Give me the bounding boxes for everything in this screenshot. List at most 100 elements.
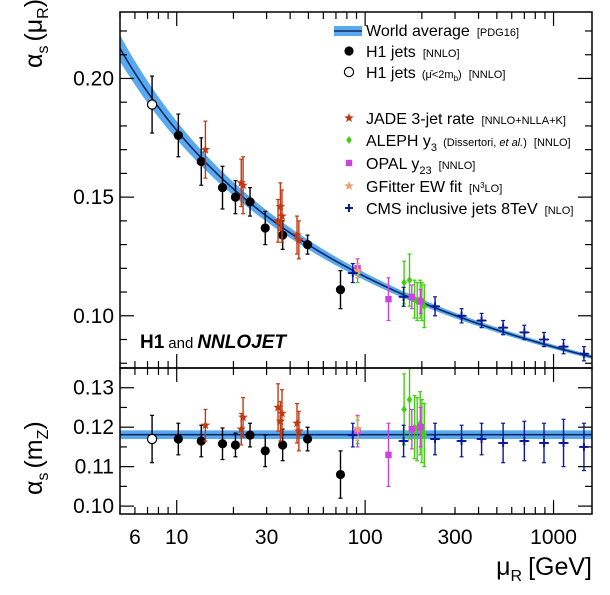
legend-text: GFitter EW fit [366, 179, 463, 196]
bottom-ylabel-paren: (m [20, 439, 48, 468]
opal-point [408, 425, 416, 433]
aleph-point [414, 425, 421, 434]
xlabel-sub: R [511, 568, 523, 585]
legend-label-opal: OPAL y23 [NNLO] [366, 156, 475, 177]
top-plot-frame [119, 11, 593, 369]
legend-tag: [NNLO+NLLA+K] [478, 115, 565, 127]
h1-point [173, 130, 183, 141]
aleph-point [406, 276, 413, 285]
legend-extra-tail: ) [523, 137, 527, 149]
y-tick-label: 0.12 [73, 416, 114, 439]
cms-point [520, 437, 529, 445]
legend-label-world: World average [PDG16] [366, 23, 519, 40]
y-tick-label: 0.10 [73, 305, 114, 328]
x-tick-labels: 6 10 30 100 300 1000 [129, 526, 577, 549]
aleph-point [406, 395, 413, 404]
jade-point [238, 412, 248, 422]
legend-label-jade: JADE 3-jet rate [NNLO+NLLA+K] [366, 111, 566, 128]
legend-marker-h1 [344, 46, 354, 56]
h1-point [302, 434, 313, 444]
h1open-point [146, 99, 158, 110]
legend-marker-opal [345, 159, 353, 167]
top-ylabel-paren: (μ [20, 19, 48, 42]
legend-extra: (Dissertori, [440, 137, 496, 149]
gfitter-point [352, 423, 363, 433]
annotation-h1-and-nnlojet: H1 and NNLOJET [140, 332, 287, 353]
legend-text: JADE 3-jet rate [366, 111, 475, 128]
h1-point [260, 223, 270, 233]
x-tick-label: 300 [438, 526, 473, 549]
legend-label-h1open: H1 jets (μ̄<2mb) [NNLO] [366, 65, 505, 83]
jade-point [277, 211, 287, 221]
opal-point [385, 295, 392, 303]
h1-point [335, 469, 346, 480]
legend-tag: [NNLO] [436, 160, 476, 172]
h1-point [278, 440, 288, 450]
aleph-point [401, 278, 407, 287]
cms-point [477, 316, 486, 325]
h1-point [260, 446, 270, 456]
top-y-ticks: 0.10 0.15 0.20 [73, 30, 592, 364]
world-average-band-shape [120, 35, 592, 359]
top-panel: 0.10 0.15 0.20 World average [PDG16] H1 jet… [20, 0, 593, 369]
cms-point [348, 269, 357, 278]
annotation-middle: and [168, 335, 193, 352]
bottom-x-ticks [119, 368, 555, 514]
cms-point [399, 437, 408, 445]
cms-point [579, 349, 588, 358]
legend-label-aleph: ALEPH y3 (Dissertori, et al.) [NNLO] [366, 133, 571, 154]
jade-point [236, 177, 246, 187]
jade-point [200, 144, 211, 154]
cms-point [399, 292, 408, 301]
h1-point [217, 183, 228, 193]
legend-extra: (μ̄<2m [419, 69, 454, 81]
cms-point [431, 302, 440, 311]
h1-point [196, 436, 206, 446]
y-tick-label: 0.11 [75, 456, 114, 479]
h1-point [302, 239, 313, 250]
legend-text: H1 jets [366, 44, 416, 61]
bottom-panel: 0.100.110.120.13 αs(mZ) [20, 367, 593, 518]
legend-extra-sub: b [454, 74, 459, 83]
legend-label-h1: H1 jets [NNLO] [366, 44, 460, 61]
cms-point [457, 311, 466, 320]
opal-point [417, 298, 424, 305]
jade-point [275, 416, 286, 426]
legend-tag: [NNLO] [420, 48, 460, 60]
legend-marker-gfitter [344, 181, 354, 190]
x-tick-label: 1000 [530, 526, 577, 549]
annotation-prefix: H1 [140, 332, 165, 353]
top-x-ticks [119, 12, 555, 368]
h1-point [245, 197, 255, 207]
jade-point [236, 424, 246, 434]
opal-point [385, 451, 392, 459]
bottom-plot-frame [119, 367, 593, 515]
top-ylabel-paren-sub: R [35, 7, 52, 19]
legend-tag: [N [466, 183, 480, 195]
y-tick-label: 0.15 [73, 186, 114, 209]
jade-point [292, 230, 302, 240]
aleph-point [414, 297, 421, 306]
h1-point [173, 434, 183, 444]
legend-text: World average [366, 23, 470, 40]
bottom-ylabel-alpha: α [20, 481, 48, 495]
h1-point [230, 192, 241, 202]
h1-point [217, 439, 228, 449]
cms-point [457, 437, 466, 445]
h1-point [196, 156, 206, 167]
bottom-data-points [146, 368, 589, 499]
legend-sub: 3 [431, 142, 437, 154]
cms-point [348, 431, 357, 440]
jade-point [294, 426, 304, 436]
legend-tag: [NNLO] [531, 137, 571, 149]
legend-extra-italic: et al. [496, 137, 523, 149]
legend-marker-h1open [343, 66, 355, 78]
legend-marker-cms [345, 204, 353, 212]
x-tick-label: 6 [129, 526, 141, 549]
bottom-ylabel-paren-sub: Z [35, 429, 52, 439]
cms-point [540, 335, 549, 344]
cms-point [431, 435, 440, 444]
jade-point [238, 180, 248, 190]
legend-sub: 23 [419, 165, 431, 177]
